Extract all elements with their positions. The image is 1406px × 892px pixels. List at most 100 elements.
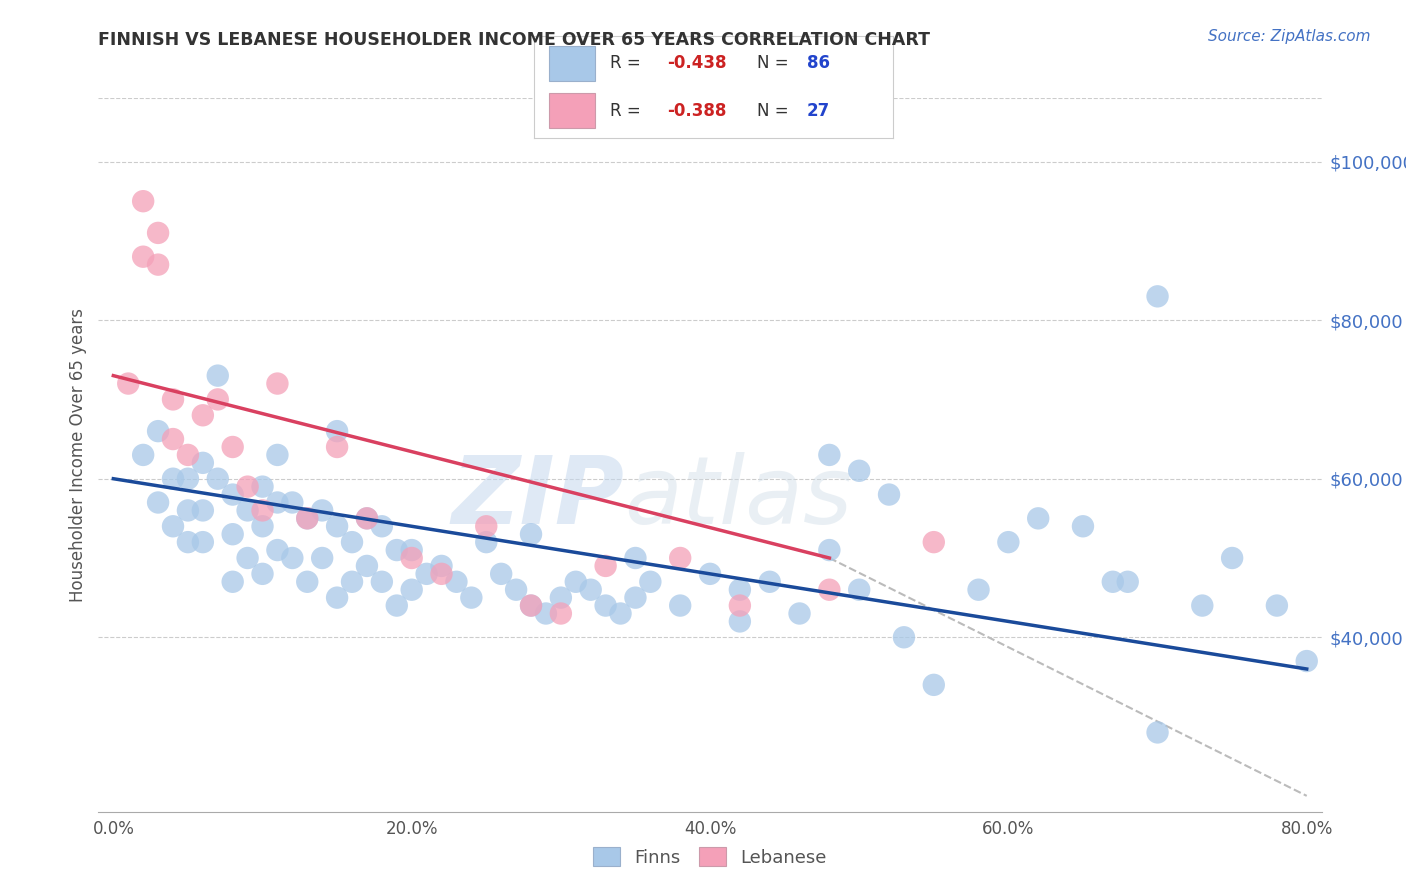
Point <box>162 519 184 533</box>
Point <box>207 368 229 383</box>
Point <box>624 591 647 605</box>
Point <box>922 535 945 549</box>
Point <box>191 409 214 423</box>
Point <box>326 440 349 454</box>
Point <box>326 519 349 533</box>
Point <box>922 678 945 692</box>
Point <box>297 511 319 525</box>
Point <box>489 566 512 581</box>
Text: -0.388: -0.388 <box>666 102 727 120</box>
Text: 86: 86 <box>807 54 830 72</box>
Point <box>893 630 915 644</box>
Point <box>162 432 184 446</box>
Point <box>1265 599 1288 613</box>
Point <box>550 591 572 605</box>
Point <box>236 551 259 566</box>
Point <box>266 448 288 462</box>
Point <box>997 535 1019 549</box>
Point <box>520 527 543 541</box>
Point <box>252 480 274 494</box>
Point <box>236 480 259 494</box>
Text: atlas: atlas <box>624 452 852 543</box>
Point <box>297 511 319 525</box>
Point <box>326 591 349 605</box>
Point <box>430 566 453 581</box>
Point <box>132 194 155 209</box>
Point <box>117 376 139 391</box>
Point <box>252 566 274 581</box>
Point <box>446 574 468 589</box>
Point <box>520 599 543 613</box>
Point <box>1146 289 1168 303</box>
Point <box>1220 551 1243 566</box>
Point <box>1101 574 1123 589</box>
Point <box>371 574 394 589</box>
Point <box>162 472 184 486</box>
Point <box>565 574 588 589</box>
Text: ZIP: ZIP <box>451 451 624 544</box>
Point <box>132 250 155 264</box>
Point <box>191 503 214 517</box>
Point <box>818 448 841 462</box>
Point <box>595 558 617 573</box>
Point <box>311 551 333 566</box>
FancyBboxPatch shape <box>548 93 595 128</box>
Point <box>728 582 751 597</box>
Point <box>385 599 408 613</box>
Point <box>236 503 259 517</box>
Point <box>401 551 423 566</box>
Text: N =: N = <box>756 102 793 120</box>
Text: -0.438: -0.438 <box>666 54 727 72</box>
Point <box>162 392 184 407</box>
Point <box>475 535 498 549</box>
Point <box>340 535 363 549</box>
Point <box>132 448 155 462</box>
Point <box>146 495 169 509</box>
Point <box>146 424 169 438</box>
Point <box>789 607 811 621</box>
Point <box>177 448 200 462</box>
Point <box>818 543 841 558</box>
Point <box>221 527 243 541</box>
Point <box>177 503 200 517</box>
Point <box>595 599 617 613</box>
Point <box>401 582 423 597</box>
Point <box>356 511 378 525</box>
Point <box>177 535 200 549</box>
Point <box>297 574 319 589</box>
Point <box>1116 574 1139 589</box>
Point <box>728 615 751 629</box>
Point <box>624 551 647 566</box>
Point <box>146 258 169 272</box>
Point <box>609 607 631 621</box>
Point <box>669 599 692 613</box>
Point <box>281 495 304 509</box>
Point <box>520 599 543 613</box>
Point <box>191 535 214 549</box>
Text: R =: R = <box>610 102 645 120</box>
Text: 27: 27 <box>807 102 830 120</box>
Point <box>1191 599 1213 613</box>
Text: Source: ZipAtlas.com: Source: ZipAtlas.com <box>1208 29 1371 44</box>
Point <box>281 551 304 566</box>
Point <box>371 519 394 533</box>
Point <box>266 495 288 509</box>
Point <box>534 607 557 621</box>
Point <box>758 574 780 589</box>
Point <box>266 543 288 558</box>
Point <box>1071 519 1094 533</box>
Point <box>640 574 662 589</box>
Point <box>356 558 378 573</box>
Point <box>877 487 900 501</box>
Point <box>818 582 841 597</box>
Text: FINNISH VS LEBANESE HOUSEHOLDER INCOME OVER 65 YEARS CORRELATION CHART: FINNISH VS LEBANESE HOUSEHOLDER INCOME O… <box>98 31 931 49</box>
Point <box>505 582 527 597</box>
Text: R =: R = <box>610 54 645 72</box>
Point <box>340 574 363 589</box>
Point <box>221 440 243 454</box>
Point <box>460 591 482 605</box>
Point <box>669 551 692 566</box>
Point <box>326 424 349 438</box>
Point <box>177 472 200 486</box>
Point <box>728 599 751 613</box>
